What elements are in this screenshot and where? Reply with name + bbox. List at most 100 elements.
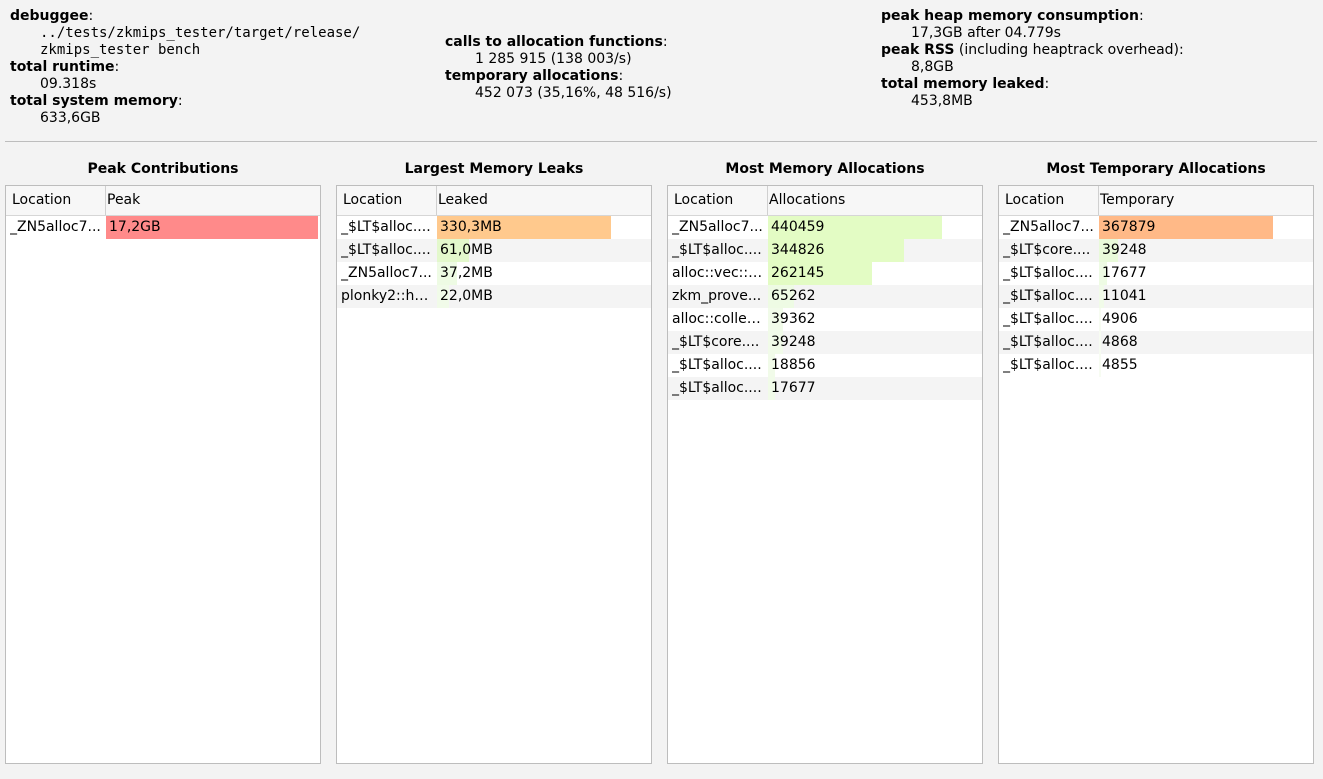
row-location: alloc::collec... (672, 311, 764, 327)
column-header-location[interactable]: Location (1005, 192, 1065, 208)
table-row[interactable]: plonky2::ha... 22,0MB (337, 285, 651, 308)
debuggee-label: debuggee (10, 8, 89, 24)
row-value: 65262 (771, 288, 816, 304)
value-bar (768, 216, 942, 239)
table-most-temporary-allocations[interactable]: Location Temporary _ZN5alloc7... 367879 _$LT… (998, 185, 1314, 764)
table-row[interactable]: _ZN5alloc7... 17,2GB (6, 216, 320, 239)
panel-title-peak-contributions: Peak Contributions (87, 161, 239, 177)
table-row[interactable]: _ZN5alloc7... 440459 (668, 216, 982, 239)
row-value: 17677 (771, 380, 816, 396)
column-header-value[interactable]: Leaked (438, 192, 488, 208)
panel-title-largest-memory-leaks: Largest Memory Leaks (404, 161, 584, 177)
row-value: 440459 (771, 219, 825, 235)
summary-general: debuggee: ../tests/zkmips_tester/target/… (10, 8, 361, 126)
row-location: plonky2::ha... (341, 288, 433, 304)
row-value: 17,2GB (109, 219, 161, 235)
value-bar (1099, 216, 1273, 239)
table-row[interactable]: zkm_prove... 65262 (668, 285, 982, 308)
table-header: Location Leaked (337, 186, 651, 216)
row-value: 4906 (1102, 311, 1138, 327)
column-divider[interactable] (1098, 186, 1099, 215)
table-row[interactable]: _$LT$alloc.... 4906 (999, 308, 1313, 331)
table-row[interactable]: _$LT$alloc.... 17677 (668, 377, 982, 400)
row-location: _$LT$alloc.... (1003, 311, 1093, 327)
value-bar (768, 285, 794, 308)
value-bar (1099, 285, 1104, 308)
table-row[interactable]: _$LT$alloc.... 330,3MB (337, 216, 651, 239)
table-row[interactable]: _$LT$alloc.... 344826 (668, 239, 982, 262)
value-bar (768, 308, 783, 331)
row-location: _$LT$alloc.... (672, 357, 762, 373)
value-bar (768, 331, 783, 354)
row-location: _$LT$alloc.... (1003, 265, 1093, 281)
row-location: _$LT$core.... (672, 334, 760, 350)
calls-value: 1 285 915 (138 003/s) (475, 51, 632, 67)
table-row[interactable]: _$LT$alloc.... 61,0MB (337, 239, 651, 262)
debuggee-path: ../tests/zkmips_tester/target/release/ (40, 25, 361, 41)
row-value: 18856 (771, 357, 816, 373)
column-divider[interactable] (767, 186, 768, 215)
row-location: _$LT$core.... (1003, 242, 1091, 258)
row-value: 367879 (1102, 219, 1156, 235)
row-value: 4868 (1102, 334, 1138, 350)
panel-title-most-memory-allocations: Most Memory Allocations (725, 161, 925, 177)
value-bar (768, 354, 775, 377)
table-row[interactable]: _$LT$alloc.... 4855 (999, 354, 1313, 377)
row-location: _ZN5alloc7... (341, 265, 432, 281)
row-location: _$LT$alloc.... (341, 242, 431, 258)
table-row[interactable]: alloc::vec::i... 262145 (668, 262, 982, 285)
panel-title-most-temporary-allocations: Most Temporary Allocations (1046, 161, 1266, 177)
peak-heap-label: peak heap memory consumption (881, 8, 1140, 24)
column-header-location[interactable]: Location (343, 192, 403, 208)
row-value: 22,0MB (440, 288, 493, 304)
row-location: _ZN5alloc7... (1003, 219, 1094, 235)
row-location: _$LT$alloc.... (672, 380, 762, 396)
value-bar (437, 239, 469, 262)
row-location: _$LT$alloc.... (672, 242, 762, 258)
summary-separator (5, 141, 1317, 142)
value-bar (768, 262, 872, 285)
value-bar (768, 239, 904, 262)
row-location: _$LT$alloc.... (1003, 357, 1093, 373)
row-value: 344826 (771, 242, 825, 258)
table-row[interactable]: _$LT$alloc.... 17677 (999, 262, 1313, 285)
column-header-location[interactable]: Location (12, 192, 72, 208)
table-row[interactable]: _$LT$alloc.... 4868 (999, 331, 1313, 354)
table-header: Location Allocations (668, 186, 982, 216)
column-header-value[interactable]: Temporary (1100, 192, 1175, 208)
value-bar (106, 216, 318, 239)
runtime-label: total runtime (10, 59, 115, 75)
table-row[interactable]: _$LT$core.... 39248 (668, 331, 982, 354)
row-location: alloc::vec::i... (672, 265, 764, 281)
table-row[interactable]: _$LT$core.... 39248 (999, 239, 1313, 262)
row-value: 39362 (771, 311, 816, 327)
sysmem-value: 633,6GB (40, 110, 101, 126)
row-location: zkm_prove... (672, 288, 762, 304)
table-header: Location Peak (6, 186, 320, 216)
row-location: _$LT$alloc.... (341, 219, 431, 235)
value-bar (437, 262, 457, 285)
table-row[interactable]: _ZN5alloc7... 367879 (999, 216, 1313, 239)
column-divider[interactable] (105, 186, 106, 215)
row-location: _$LT$alloc.... (1003, 288, 1093, 304)
temp-label: temporary allocations (445, 68, 619, 84)
table-most-memory-allocations[interactable]: Location Allocations _ZN5alloc7... 440459 _$… (667, 185, 983, 764)
value-bar (437, 285, 449, 308)
table-header: Location Temporary (999, 186, 1313, 216)
column-header-value[interactable]: Peak (107, 192, 141, 208)
calls-label: calls to allocation functions (445, 34, 663, 50)
table-row[interactable]: _$LT$alloc.... 18856 (668, 354, 982, 377)
table-row[interactable]: alloc::collec... 39362 (668, 308, 982, 331)
column-header-location[interactable]: Location (674, 192, 734, 208)
table-largest-memory-leaks[interactable]: Location Leaked _$LT$alloc.... 330,3MB _$LT$… (336, 185, 652, 764)
column-divider[interactable] (436, 186, 437, 215)
summary-allocations: calls to allocation functions: 1 285 915… (445, 34, 672, 101)
leaked-value: 453,8MB (911, 93, 973, 109)
value-bar (1099, 308, 1101, 331)
column-header-value[interactable]: Allocations (769, 192, 846, 208)
table-row[interactable]: _$LT$alloc.... 11041 (999, 285, 1313, 308)
value-bar (768, 377, 775, 400)
table-row[interactable]: _ZN5alloc7... 37,2MB (337, 262, 651, 285)
value-bar (1099, 262, 1107, 285)
table-peak-contributions[interactable]: Location Peak _ZN5alloc7... 17,2GB (5, 185, 321, 764)
